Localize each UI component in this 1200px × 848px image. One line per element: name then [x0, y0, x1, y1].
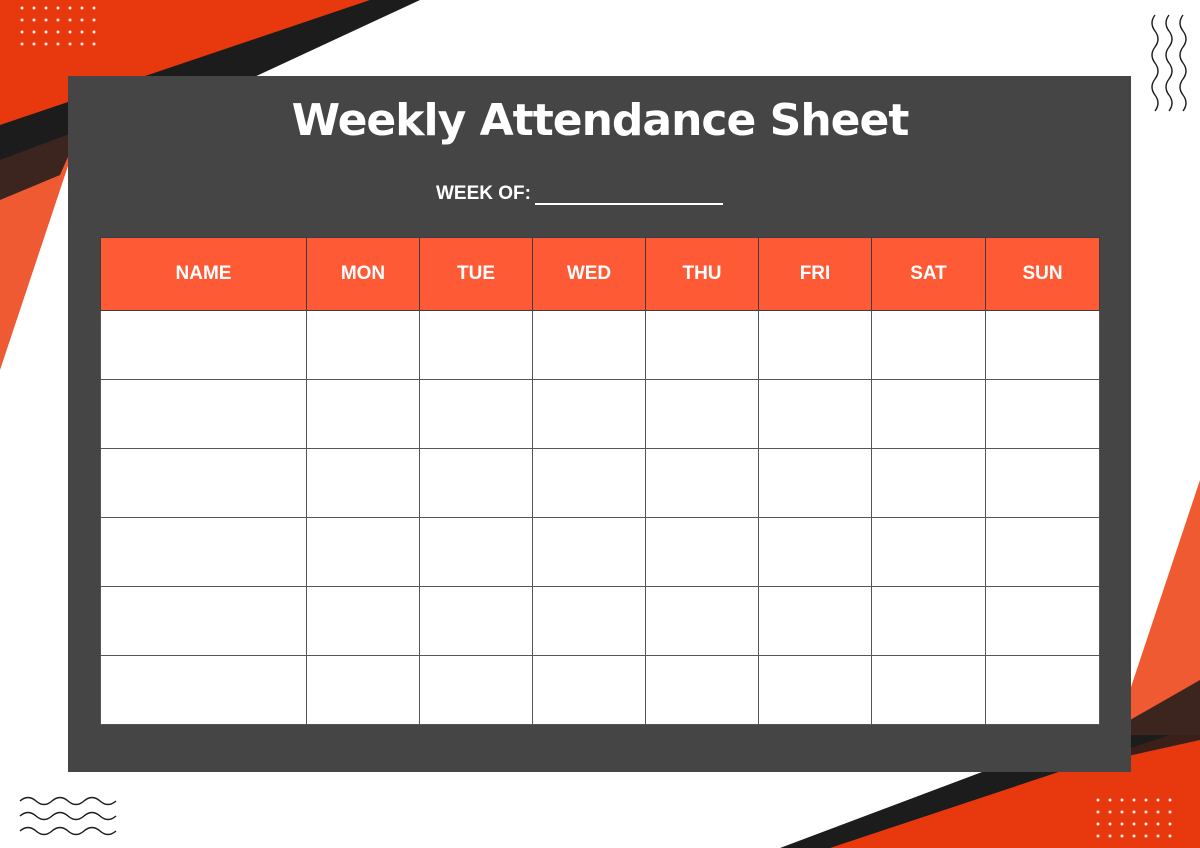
attendance-cell[interactable]: [871, 448, 986, 518]
attendance-cell[interactable]: [532, 310, 646, 380]
header-wed: WED: [532, 237, 646, 311]
attendance-cell[interactable]: [419, 586, 533, 656]
header-sat: SAT: [871, 237, 986, 311]
name-cell[interactable]: [100, 517, 307, 587]
attendance-cell[interactable]: [985, 448, 1100, 518]
attendance-cell[interactable]: [645, 379, 759, 449]
attendance-table: NAME MON TUE WED THU FRI SAT SUN: [100, 237, 1100, 725]
name-cell[interactable]: [100, 310, 307, 380]
attendance-cell[interactable]: [306, 655, 420, 725]
attendance-cell[interactable]: [758, 517, 872, 587]
header-fri: FRI: [758, 237, 872, 311]
attendance-cell[interactable]: [645, 310, 759, 380]
attendance-cell[interactable]: [532, 655, 646, 725]
attendance-cell[interactable]: [419, 379, 533, 449]
attendance-cell[interactable]: [419, 448, 533, 518]
table-row: [100, 517, 1100, 587]
attendance-cell[interactable]: [985, 310, 1100, 380]
attendance-cell[interactable]: [419, 517, 533, 587]
table-row: [100, 586, 1100, 656]
attendance-cell[interactable]: [419, 310, 533, 380]
attendance-cell[interactable]: [645, 517, 759, 587]
attendance-cell[interactable]: [532, 379, 646, 449]
attendance-cell[interactable]: [758, 586, 872, 656]
attendance-cell[interactable]: [871, 310, 986, 380]
attendance-cell[interactable]: [532, 448, 646, 518]
attendance-cell[interactable]: [985, 655, 1100, 725]
attendance-cell[interactable]: [758, 310, 872, 380]
name-cell[interactable]: [100, 379, 307, 449]
table-row: [100, 379, 1100, 449]
right-orange-wedge: [1115, 480, 1200, 735]
squiggle-pattern-top-right: [1151, 14, 1187, 112]
attendance-cell[interactable]: [306, 310, 420, 380]
table-row: [100, 310, 1100, 380]
name-cell[interactable]: [100, 586, 307, 656]
table-row: [100, 655, 1100, 725]
week-of-field: WEEK OF:: [436, 181, 723, 205]
attendance-cell[interactable]: [871, 517, 986, 587]
attendance-rows: [100, 310, 1100, 725]
name-cell[interactable]: [100, 655, 307, 725]
dot-pattern-top-left: [20, 6, 96, 46]
attendance-cell[interactable]: [758, 379, 872, 449]
attendance-cell[interactable]: [985, 586, 1100, 656]
attendance-cell[interactable]: [532, 586, 646, 656]
attendance-cell[interactable]: [645, 586, 759, 656]
week-of-input-line[interactable]: [535, 181, 723, 205]
name-cell[interactable]: [100, 448, 307, 518]
dot-pattern-bottom-right: [1096, 798, 1172, 838]
attendance-cell[interactable]: [985, 379, 1100, 449]
attendance-cell[interactable]: [758, 655, 872, 725]
page-title: Weekly Attendance Sheet: [291, 95, 910, 146]
header-thu: THU: [645, 237, 759, 311]
attendance-cell[interactable]: [419, 655, 533, 725]
attendance-cell[interactable]: [306, 379, 420, 449]
header-tue: TUE: [419, 237, 533, 311]
header-name: NAME: [100, 237, 307, 311]
header-row: NAME MON TUE WED THU FRI SAT SUN: [100, 237, 1100, 311]
header-mon: MON: [306, 237, 420, 311]
attendance-cell[interactable]: [985, 517, 1100, 587]
attendance-cell[interactable]: [871, 655, 986, 725]
attendance-cell[interactable]: [645, 448, 759, 518]
attendance-cell[interactable]: [871, 379, 986, 449]
attendance-cell[interactable]: [306, 586, 420, 656]
attendance-cell[interactable]: [645, 655, 759, 725]
attendance-cell[interactable]: [306, 517, 420, 587]
right-black-wedge: [1110, 680, 1200, 760]
table-row: [100, 448, 1100, 518]
wave-pattern-bottom-left: [19, 796, 117, 836]
attendance-cell[interactable]: [758, 448, 872, 518]
attendance-cell[interactable]: [871, 586, 986, 656]
week-of-label: WEEK OF:: [436, 183, 531, 204]
header-sun: SUN: [985, 237, 1100, 311]
attendance-cell[interactable]: [306, 448, 420, 518]
attendance-cell[interactable]: [532, 517, 646, 587]
